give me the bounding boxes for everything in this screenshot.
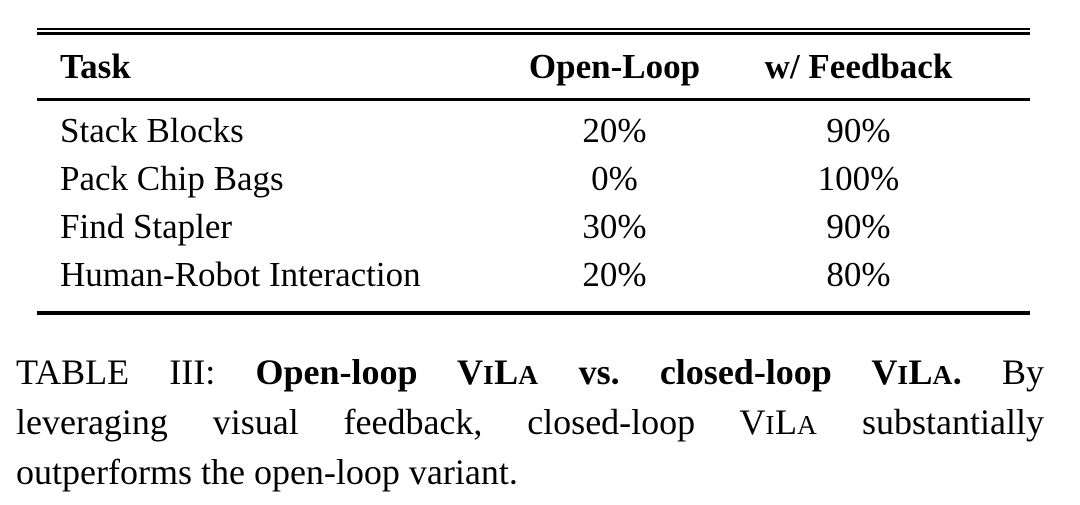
table-header-row: Task Open-Loop w/ Feedback bbox=[37, 35, 1030, 98]
task-cell: Human-Robot Interaction bbox=[60, 255, 421, 294]
table-row: Human-Robot Interaction 20% 80% bbox=[37, 251, 1030, 299]
smallcap-letter: A bbox=[932, 360, 953, 390]
caption-line: TABLE III: Open-loop VILA vs. closed-loo… bbox=[16, 349, 1044, 399]
caption-segment: substantially bbox=[817, 402, 1044, 442]
results-table: Task Open-Loop w/ Feedback Stack Blocks 2… bbox=[37, 28, 1030, 315]
column-header-open-loop: Open-Loop bbox=[528, 46, 701, 86]
table-top-double-rule bbox=[37, 28, 1030, 35]
open-loop-cell: 30% bbox=[582, 207, 647, 246]
task-cell: Pack Chip Bags bbox=[60, 159, 284, 198]
w-feedback-cell: 90% bbox=[826, 207, 891, 246]
caption-segment: leveraging visual feedback, closed-loop bbox=[16, 402, 740, 442]
open-loop-cell: 20% bbox=[582, 255, 647, 294]
table-row: Stack Blocks 20% 90% bbox=[37, 107, 1030, 155]
smallcap-letter: A bbox=[796, 410, 818, 440]
w-feedback-cell: 100% bbox=[817, 159, 900, 198]
caption-line: outperforms the open-loop variant. bbox=[16, 449, 1044, 496]
table-row: Pack Chip Bags 0% 100% bbox=[37, 155, 1030, 203]
caption-segment: VILA bbox=[457, 352, 539, 392]
caption-segment: Open-loop bbox=[255, 352, 458, 392]
caption-segment: TABLE III: bbox=[16, 352, 256, 392]
smallcap-letter: I bbox=[483, 360, 495, 390]
caption-segment: VILA bbox=[739, 402, 818, 442]
table-body: Stack Blocks 20% 90% Pack Chip Bags 0% 100% Fi… bbox=[37, 101, 1030, 311]
smallcap-letter: A bbox=[518, 360, 539, 390]
open-loop-cell: 0% bbox=[591, 159, 638, 198]
table-caption: TABLE III: Open-loop VILA vs. closed-loo… bbox=[16, 349, 1044, 496]
caption-segment: vs. closed-loop bbox=[538, 352, 872, 392]
table-bottom-rule bbox=[37, 311, 1030, 315]
column-header-task: Task bbox=[60, 46, 131, 86]
w-feedback-cell: 80% bbox=[826, 255, 891, 294]
smallcap-letter: I bbox=[897, 360, 909, 390]
caption-segment: . bbox=[952, 352, 962, 392]
table-row: Find Stapler 30% 90% bbox=[37, 203, 1030, 251]
column-header-w-feedback: w/ Feedback bbox=[764, 46, 953, 86]
open-loop-cell: 20% bbox=[582, 111, 647, 150]
table-header-rule bbox=[37, 98, 1030, 101]
task-cell: Stack Blocks bbox=[60, 111, 244, 150]
smallcap-letter: I bbox=[765, 410, 775, 440]
caption-segment: outperforms the open-loop variant. bbox=[16, 452, 518, 492]
caption-segment: By bbox=[961, 352, 1044, 392]
task-cell: Find Stapler bbox=[60, 207, 233, 246]
w-feedback-cell: 90% bbox=[826, 111, 891, 150]
caption-line: leveraging visual feedback, closed-loop … bbox=[16, 399, 1044, 449]
caption-segment: VILA bbox=[871, 352, 953, 392]
